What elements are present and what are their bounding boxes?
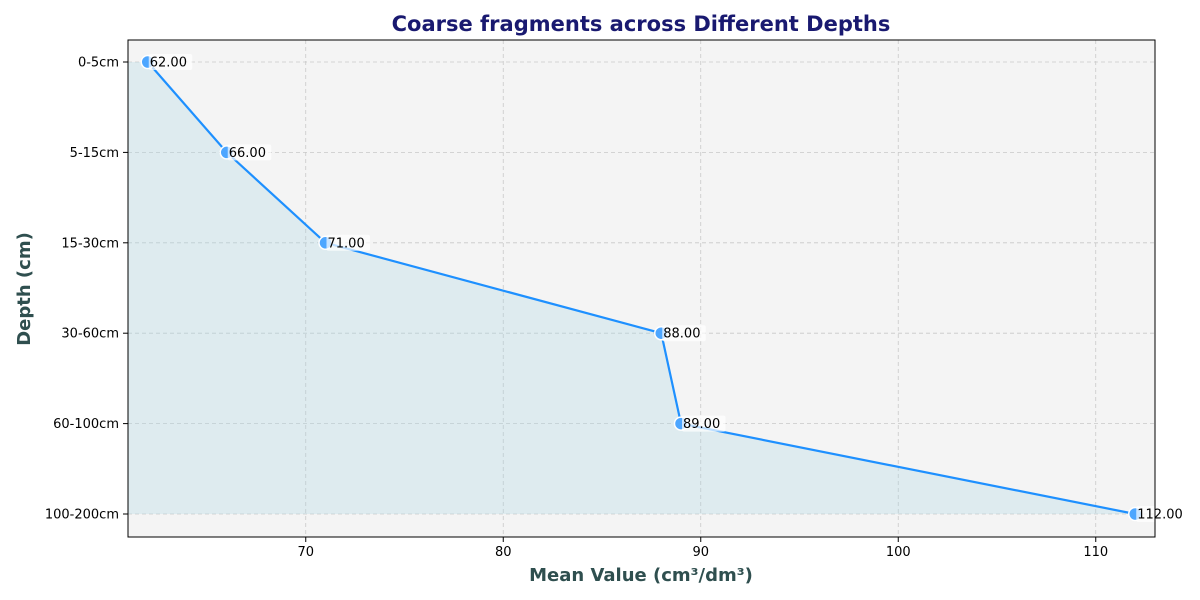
data-label-background (326, 234, 370, 251)
data-label: 112.00 (1137, 508, 1183, 523)
y-tick-label: 0-5cm (78, 56, 119, 71)
chart-title: Coarse fragments across Different Depths (392, 12, 891, 36)
data-label-background (1136, 506, 1189, 522)
y-tick-label: 100-200cm (45, 508, 119, 523)
data-label: 89.00 (683, 417, 720, 432)
x-tick-label: 70 (297, 545, 314, 560)
plot-background (128, 40, 1155, 537)
data-label-background (682, 415, 726, 432)
x-axis-label: Mean Value (cm³/dm³) (529, 565, 753, 586)
data-labels: 62.00 66.00 71.00 88.00 89.00 112.00 (148, 54, 1189, 523)
data-label: 71.00 (328, 236, 365, 251)
data-label: 88.00 (663, 327, 700, 342)
x-tick-label: 110 (1083, 545, 1108, 560)
series-line (146, 61, 1136, 516)
data-label-background (662, 325, 706, 342)
area-fill (128, 62, 1136, 514)
x-tick-label: 80 (495, 545, 512, 560)
grid (128, 40, 1155, 537)
x-ticks: 70 80 90 100 110 (297, 537, 1108, 560)
y-ticks: 0-5cm 5-15cm 15-30cm 30-60cm 60-100cm 100-200… (45, 56, 128, 523)
y-tick-label: 5-15cm (70, 146, 119, 161)
data-label: 62.00 (150, 56, 187, 71)
plot-frame (127, 39, 1156, 538)
x-tick-label: 90 (692, 545, 709, 560)
y-axis-label: Depth (cm) (14, 232, 35, 346)
y-tick-label: 30-60cm (61, 327, 119, 342)
data-label: 66.00 (229, 146, 266, 161)
data-label-background (148, 54, 193, 70)
x-tick-label: 100 (886, 545, 911, 560)
y-tick-label: 15-30cm (61, 236, 119, 251)
data-label-background (227, 144, 272, 161)
y-tick-label: 60-100cm (53, 417, 119, 432)
